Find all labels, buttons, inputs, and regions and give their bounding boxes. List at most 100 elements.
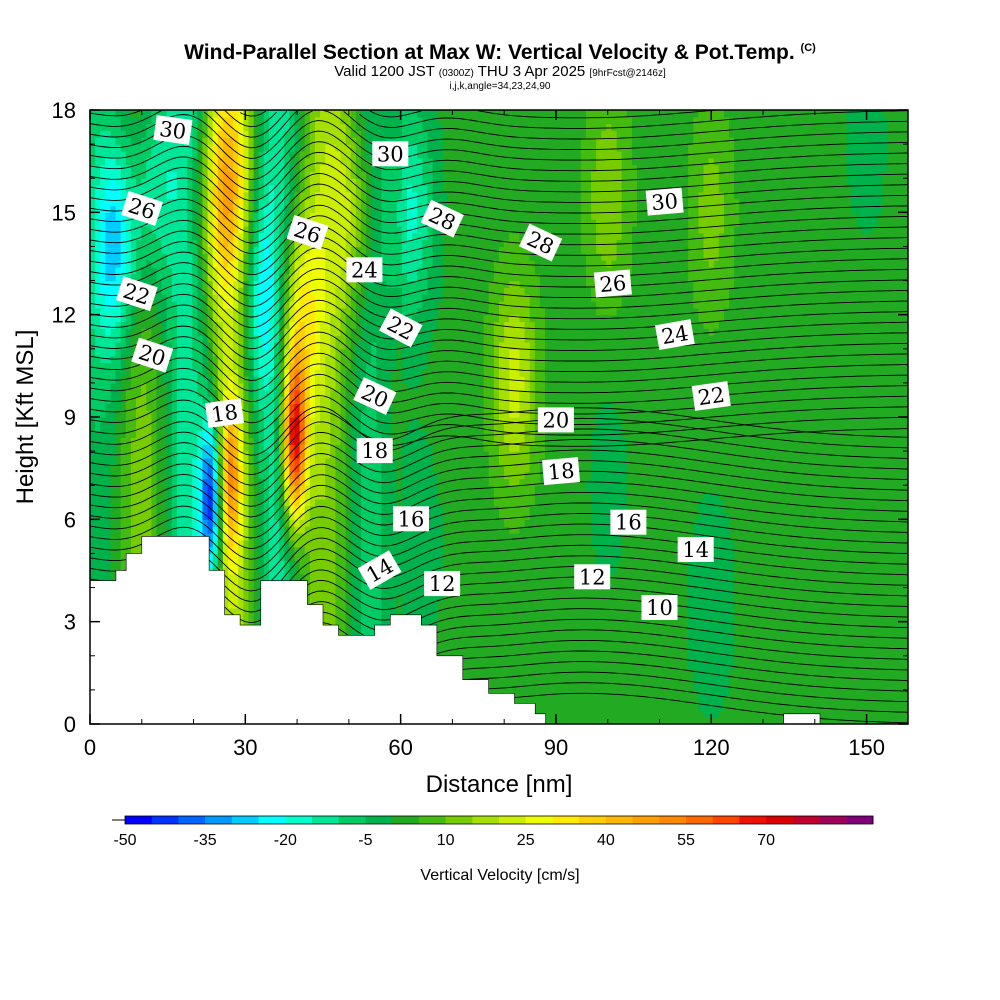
velocity-cell [182, 519, 188, 527]
velocity-cell [330, 232, 336, 241]
velocity-cell [289, 294, 296, 302]
velocity-cell [274, 505, 280, 514]
velocity-cell [115, 348, 122, 357]
velocity-cell [340, 225, 347, 234]
velocity-cell [110, 526, 117, 534]
velocity-cell [350, 178, 357, 186]
velocity-cell [238, 321, 244, 329]
velocity-cell [238, 580, 244, 589]
velocity-cell [258, 376, 265, 384]
velocity-cell [166, 157, 173, 166]
velocity-cell [320, 130, 326, 138]
velocity-cell [366, 157, 372, 166]
velocity-cell [130, 410, 137, 418]
velocity-cell [345, 573, 352, 582]
velocity-cell [263, 396, 270, 404]
velocity-cell [125, 150, 132, 159]
velocity-cell [340, 198, 347, 207]
velocity-cell [146, 178, 152, 186]
velocity-cell [105, 150, 112, 159]
velocity-cell [110, 437, 117, 445]
velocity-cell [171, 362, 178, 370]
velocity-cell [130, 389, 137, 398]
velocity-cell [166, 369, 173, 377]
velocity-cell [125, 137, 132, 145]
velocity-cell [202, 266, 209, 275]
velocity-cell [360, 492, 367, 500]
velocity-cell [253, 601, 260, 609]
velocity-cell [314, 260, 321, 268]
velocity-cell [171, 403, 178, 411]
velocity-cell [182, 239, 188, 248]
velocity-cell [355, 376, 362, 384]
velocity-cell [228, 553, 234, 561]
velocity-cell [161, 396, 168, 404]
velocity-cell [197, 314, 204, 323]
velocity-cell [299, 546, 306, 555]
velocity-cell [330, 423, 336, 432]
velocity-cell [350, 307, 357, 316]
velocity-cell [258, 246, 265, 254]
velocity-cell [197, 287, 204, 295]
velocity-cell [360, 110, 367, 118]
velocity-cell [161, 287, 168, 295]
velocity-cell [228, 307, 234, 316]
velocity-cell [120, 150, 127, 159]
velocity-cell [212, 185, 219, 193]
velocity-cell [171, 219, 178, 227]
velocity-cell [233, 287, 239, 295]
velocity-cell [366, 150, 372, 159]
velocity-cell [151, 314, 158, 323]
velocity-cell [156, 492, 163, 500]
velocity-cell [330, 212, 336, 220]
velocity-cell [284, 492, 290, 500]
velocity-cell [222, 110, 229, 118]
velocity-cell [289, 396, 296, 404]
velocity-cell [284, 539, 290, 548]
velocity-cell [299, 301, 306, 309]
velocity-cell [248, 423, 255, 432]
velocity-cell [253, 362, 260, 370]
velocity-cell [294, 457, 301, 466]
velocity-cell [325, 232, 331, 241]
velocity-cell [263, 573, 270, 582]
velocity-cell [187, 225, 193, 234]
velocity-cell [248, 219, 255, 227]
velocity-cell [182, 355, 188, 364]
velocity-cell [335, 444, 342, 452]
velocity-cell [182, 110, 188, 118]
velocity-cell [350, 539, 357, 548]
velocity-cell [238, 178, 244, 186]
velocity-cell [253, 239, 260, 248]
velocity-cell [125, 451, 132, 459]
velocity-cell [248, 498, 255, 507]
velocity-cell [345, 239, 352, 248]
velocity-cell [156, 239, 163, 248]
velocity-cell [314, 430, 321, 439]
velocity-cell [105, 539, 112, 548]
velocity-cell [202, 157, 209, 166]
velocity-cell [325, 301, 331, 309]
velocity-cell [90, 294, 96, 302]
velocity-cell [309, 560, 316, 568]
velocity-cell [274, 396, 280, 404]
velocity-cell [371, 553, 377, 561]
velocity-cell [248, 430, 255, 439]
velocity-cell [120, 178, 127, 186]
velocity-cell [360, 560, 367, 568]
velocity-cell [156, 464, 163, 473]
velocity-cell [330, 519, 336, 527]
velocity-cell [268, 457, 275, 466]
velocity-cell [268, 423, 275, 432]
velocity-cell [258, 423, 265, 432]
velocity-cell [171, 341, 178, 350]
velocity-cell [371, 608, 377, 616]
velocity-cell [120, 396, 127, 404]
velocity-cell [100, 355, 106, 364]
velocity-cell [345, 457, 352, 466]
velocity-cell [345, 628, 352, 636]
velocity-cell [105, 144, 112, 152]
velocity-cell [156, 137, 163, 145]
velocity-cell [345, 137, 352, 145]
velocity-cell [268, 498, 275, 507]
